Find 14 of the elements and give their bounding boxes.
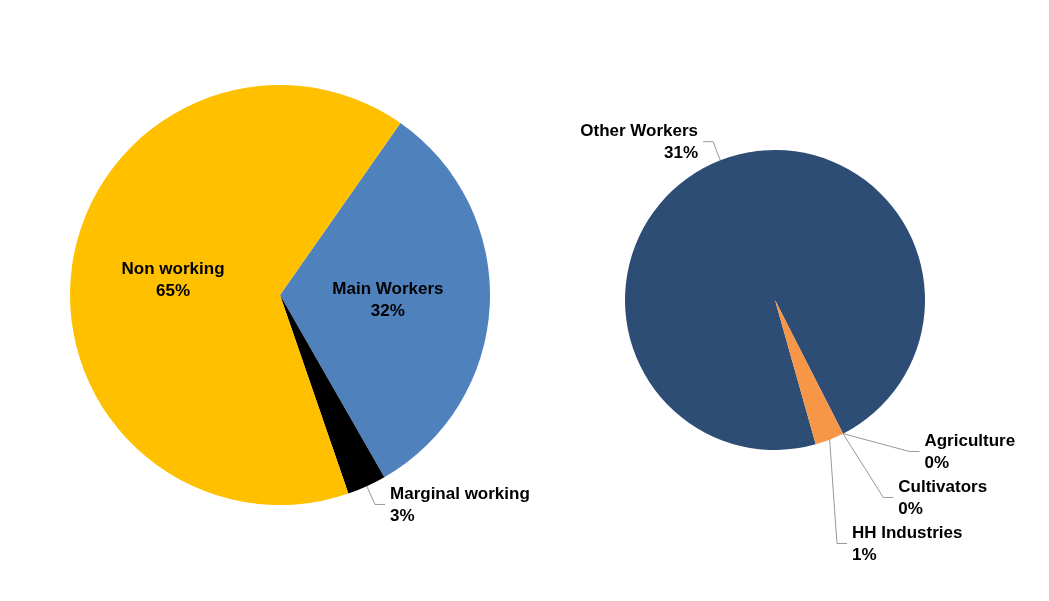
data-label: 32% — [370, 301, 405, 321]
data-label: 3% — [390, 505, 415, 525]
legend-label: Agriculture — [924, 430, 1016, 450]
slice-label: Non working — [121, 259, 225, 279]
data-label: 65% — [156, 281, 191, 301]
data-label: 1% — [851, 544, 877, 564]
data-label: 31% — [664, 143, 699, 163]
text: 0% — [924, 452, 950, 472]
slice-label: Other Workers — [580, 121, 699, 141]
category-label: Cultivators — [898, 476, 988, 496]
slice-label: Main Workers — [332, 279, 444, 299]
slice-label: Marginal working — [390, 483, 530, 503]
slice-label: HH Industries — [851, 522, 963, 542]
text: 0% — [898, 498, 923, 518]
